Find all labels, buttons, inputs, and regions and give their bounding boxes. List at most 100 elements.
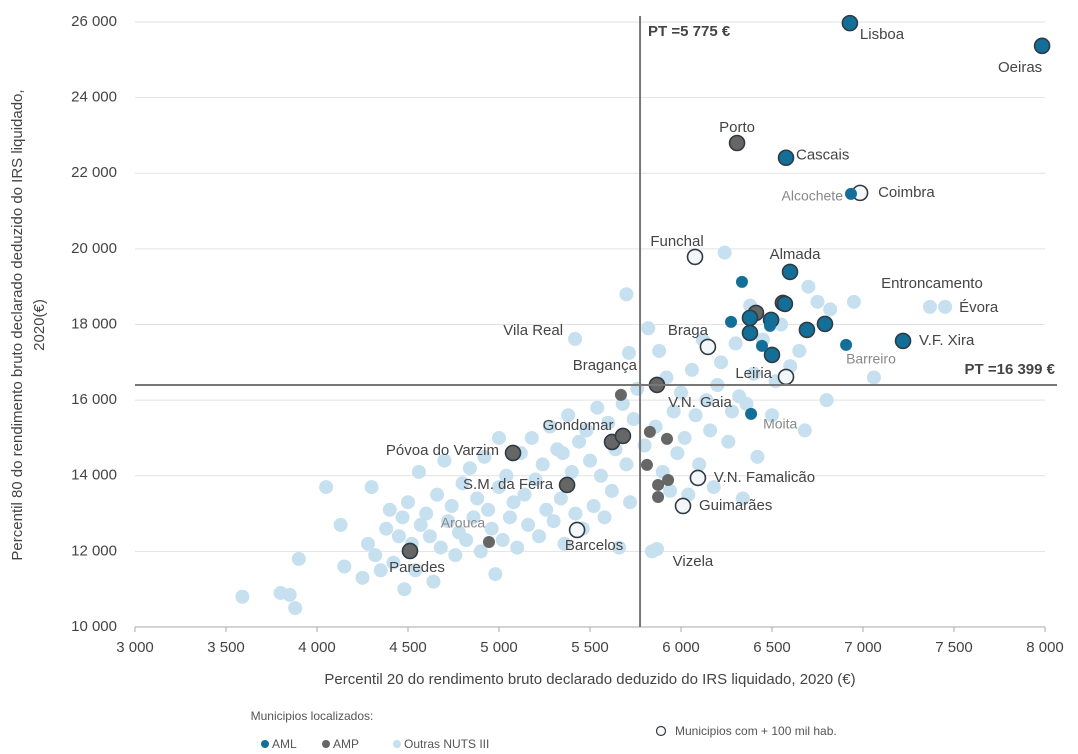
point xyxy=(437,453,452,468)
point xyxy=(419,506,434,521)
point xyxy=(714,355,729,370)
point xyxy=(601,415,616,430)
point xyxy=(586,499,601,513)
point xyxy=(408,563,423,578)
point xyxy=(660,432,673,445)
point-label: Évora xyxy=(959,299,999,316)
y-tick-label: 26 000 xyxy=(71,13,117,30)
point xyxy=(422,529,437,544)
point xyxy=(504,444,522,462)
point xyxy=(568,331,583,346)
point xyxy=(564,464,579,479)
x-tick-label: 7 000 xyxy=(844,639,882,656)
point xyxy=(717,245,732,260)
point xyxy=(593,468,608,483)
point xyxy=(597,510,612,525)
point xyxy=(477,449,492,464)
point xyxy=(473,544,488,559)
x-axis-label: Percentil 20 do rendimento bruto declara… xyxy=(324,671,855,688)
x-tick-label: 6 500 xyxy=(753,639,791,656)
point xyxy=(484,521,499,536)
point-label: Coimbra xyxy=(878,184,935,201)
point xyxy=(539,502,554,517)
point xyxy=(612,540,627,555)
point xyxy=(448,548,463,563)
point xyxy=(741,324,759,342)
point-label: Vizela xyxy=(673,553,714,570)
point xyxy=(750,449,765,464)
point xyxy=(797,423,812,438)
point xyxy=(288,601,303,616)
point-label: Leiria xyxy=(735,365,772,382)
point xyxy=(430,487,445,502)
point xyxy=(739,396,754,411)
point xyxy=(535,457,550,472)
point xyxy=(746,366,761,381)
point xyxy=(510,540,525,555)
legend-marker xyxy=(261,740,269,748)
point xyxy=(546,514,561,529)
point xyxy=(583,453,597,468)
y-tick-label: 12 000 xyxy=(71,542,117,559)
point xyxy=(724,404,739,419)
point xyxy=(686,248,704,266)
point-label: Funchal xyxy=(650,233,703,250)
point xyxy=(706,480,721,495)
point xyxy=(391,529,406,544)
point-label: Barreiro xyxy=(846,351,896,367)
point xyxy=(495,533,510,548)
point xyxy=(492,430,506,445)
point xyxy=(798,321,816,339)
point xyxy=(488,567,503,582)
point xyxy=(810,294,825,309)
point xyxy=(846,294,861,309)
legend-label: AMP xyxy=(333,737,359,751)
point xyxy=(355,570,370,585)
point-label: Porto xyxy=(719,119,755,136)
point-label: Paredes xyxy=(389,559,445,576)
x-tick-label: 4 500 xyxy=(389,639,427,656)
point xyxy=(433,540,448,555)
point-label: V.F. Xira xyxy=(919,332,975,349)
point-label: Arouca xyxy=(441,515,486,531)
point xyxy=(699,393,714,408)
point xyxy=(755,339,768,352)
point xyxy=(677,430,692,445)
point xyxy=(499,468,514,483)
point xyxy=(652,343,667,358)
point xyxy=(291,551,306,566)
point xyxy=(844,187,857,200)
point xyxy=(524,430,539,445)
point xyxy=(333,517,348,532)
point xyxy=(455,476,470,491)
point xyxy=(579,423,594,438)
point-label: V.N. Gaia xyxy=(668,394,732,411)
point xyxy=(459,533,474,548)
point xyxy=(401,495,415,510)
point xyxy=(841,14,859,32)
point xyxy=(604,483,619,498)
point xyxy=(368,548,383,563)
point xyxy=(741,309,759,327)
point xyxy=(745,407,758,420)
point xyxy=(641,321,656,336)
y-tick-label: 24 000 xyxy=(71,89,117,106)
point xyxy=(373,563,388,578)
point xyxy=(553,491,568,506)
legend-marker xyxy=(322,740,330,748)
point xyxy=(692,457,707,472)
point xyxy=(721,434,736,449)
point xyxy=(777,368,795,386)
y-tick-label: 20 000 xyxy=(71,240,117,257)
point xyxy=(555,446,570,461)
point xyxy=(532,529,547,544)
point xyxy=(619,287,634,302)
point xyxy=(792,343,807,358)
point xyxy=(621,345,636,360)
point xyxy=(823,302,838,317)
legend-marker xyxy=(655,725,667,737)
point xyxy=(630,381,645,396)
point xyxy=(674,497,692,515)
point xyxy=(481,502,496,517)
